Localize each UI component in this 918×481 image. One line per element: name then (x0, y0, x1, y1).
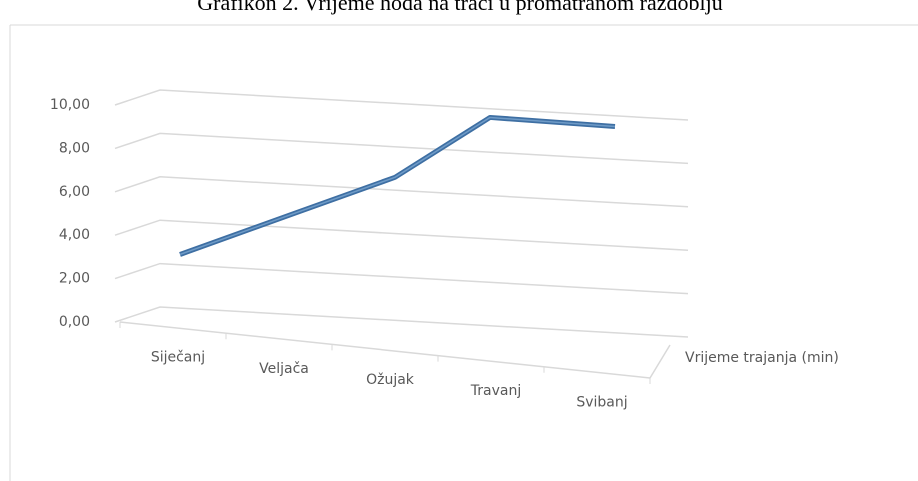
x-tick-label: Siječanj (151, 350, 205, 366)
grid-line (114, 306, 689, 338)
y-tick-label: 4,00 (59, 227, 90, 243)
series-label: Vrijeme trajanja (min) (685, 350, 839, 366)
x-tick-label: Veljača (259, 361, 309, 377)
grid-line (114, 132, 689, 165)
y-tick-label: 10,00 (50, 97, 90, 113)
x-tick-label: Ožujak (366, 372, 415, 388)
grid-line (114, 262, 689, 295)
grid-line (114, 89, 689, 121)
depth-axis-line (649, 344, 671, 379)
y-tick-label: 6,00 (59, 184, 90, 200)
y-tick-label: 8,00 (59, 140, 90, 156)
y-tick-label: 0,00 (59, 314, 90, 330)
grid-line (114, 176, 689, 208)
line-series (179, 116, 616, 256)
x-tick-label: Travanj (470, 383, 521, 399)
y-tick-label: 2,00 (59, 271, 90, 287)
grid-line (114, 219, 689, 251)
chart-title: Grafikon 2. Vrijeme hoda na traci u prom… (197, 0, 723, 15)
x-tick-label: Svibanj (576, 394, 627, 410)
x-axis-line (119, 321, 651, 379)
